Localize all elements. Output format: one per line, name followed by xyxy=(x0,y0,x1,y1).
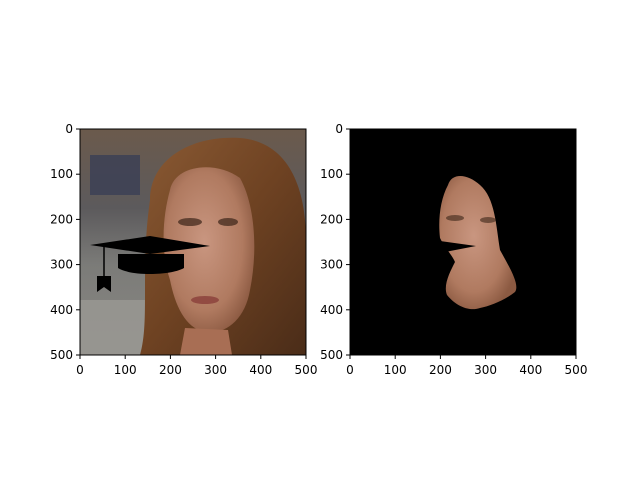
right-ytick-label: 300 xyxy=(320,258,343,272)
left-ytick-label: 300 xyxy=(50,258,73,272)
left-ytick-label: 100 xyxy=(50,167,73,181)
left-ytick-label: 0 xyxy=(65,122,73,136)
right-xtick-label: 400 xyxy=(519,363,542,377)
right-axes-frame xyxy=(349,128,577,356)
right-ytick-label: 500 xyxy=(320,348,343,362)
left-xtick-label: 0 xyxy=(76,363,84,377)
right-ytick-label: 200 xyxy=(320,212,343,226)
right-xtick-label: 0 xyxy=(346,363,354,377)
left-xtick-label: 400 xyxy=(249,363,272,377)
left-xtick-label: 500 xyxy=(295,363,318,377)
face-mask xyxy=(439,175,517,310)
graduation-cap-icon xyxy=(90,236,210,292)
left-xtick-label: 300 xyxy=(204,363,227,377)
left-ytick-label: 400 xyxy=(50,303,73,317)
right-xtick-label: 500 xyxy=(565,363,588,377)
right-image xyxy=(350,129,576,355)
right-ytick-label: 0 xyxy=(335,122,343,136)
left-ytick-label: 500 xyxy=(50,348,73,362)
left-xtick-label: 100 xyxy=(114,363,137,377)
right-xtick-label: 100 xyxy=(384,363,407,377)
right-ytick-label: 100 xyxy=(320,167,343,181)
left-xtick-label: 200 xyxy=(159,363,182,377)
right-ytick-label: 400 xyxy=(320,303,343,317)
right-xtick-label: 200 xyxy=(429,363,452,377)
left-axes-frame xyxy=(79,128,307,356)
left-image xyxy=(80,129,306,355)
right-xtick-label: 300 xyxy=(474,363,497,377)
left-ytick-label: 200 xyxy=(50,212,73,226)
